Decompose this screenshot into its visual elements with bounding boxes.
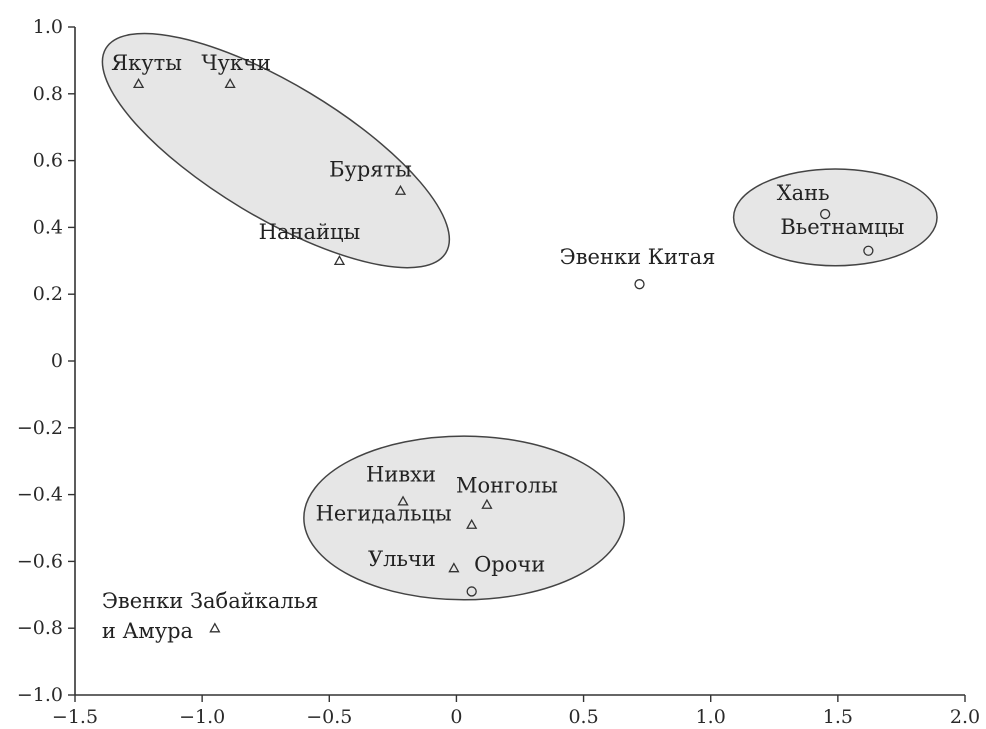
cluster-ellipse-1 (101, 32, 451, 269)
point-marker-circle (819, 208, 831, 220)
point-marker-circle (863, 245, 874, 256)
x-tick-label: −1.5 (52, 706, 98, 728)
point-label: Хань (777, 181, 830, 205)
point-label: Нивхи (366, 462, 436, 486)
point-label: Якуты (111, 51, 182, 75)
point-label: Монголы (456, 474, 558, 498)
y-tick-label: 0 (51, 350, 63, 372)
point-label: Орочи (474, 552, 545, 576)
y-tick-label: 0.8 (33, 83, 63, 105)
point-label: Буряты (329, 158, 412, 182)
x-tick-label: 1.5 (823, 706, 853, 728)
point-label: Ульчи (368, 547, 436, 571)
y-tick-label: 0.2 (33, 283, 63, 305)
y-tick-label: −1.0 (17, 684, 63, 706)
point-layer: Якуты Чукчи Буряты Нанайцы Эвенки Китая Хань В… (102, 51, 905, 643)
point-marker-triangle (333, 254, 346, 266)
cluster-ellipse-2 (732, 168, 938, 267)
y-tick-label: 1.0 (33, 16, 63, 38)
point-marker-triangle (209, 622, 221, 633)
point-marker-triangle (397, 495, 409, 506)
point-marker-circle (466, 586, 477, 597)
point-marker-triangle (481, 498, 493, 509)
point-label: Эвенки Забайкалья и Амура (102, 589, 319, 643)
point-label: Нанайцы (259, 220, 361, 244)
cluster-ellipse-3 (303, 435, 626, 601)
x-tick-label: 0 (450, 706, 462, 728)
x-tick-label: 1.0 (696, 706, 726, 728)
point-label: Эвенки Китая (560, 245, 716, 269)
point-label: Чукчи (201, 51, 271, 75)
point-marker-triangle (466, 518, 478, 529)
y-tick-label: −0.4 (17, 484, 63, 506)
y-tick-label: −0.2 (17, 417, 63, 439)
x-tick-label: 0.5 (568, 706, 598, 728)
point-marker-circle (634, 279, 645, 290)
cluster-layer (101, 32, 938, 601)
point-marker-triangle (448, 562, 460, 573)
point-label: Вьетнамцы (780, 215, 904, 239)
y-tick-label: 0.6 (33, 150, 63, 172)
y-tick-label: −0.6 (17, 550, 63, 572)
x-tick-label: 2.0 (950, 706, 980, 728)
point-label: Негидальцы (316, 502, 452, 526)
y-tick-label: −0.8 (17, 617, 63, 639)
x-tick-label: −0.5 (306, 706, 352, 728)
point-marker-triangle (394, 184, 407, 195)
x-tick-label: −1.0 (179, 706, 225, 728)
point-marker-triangle (224, 77, 236, 89)
axes: 1.00.80.60.40.20−0.2−0.4−0.6−0.8−1.0−1.5… (17, 16, 980, 728)
point-marker-triangle (132, 77, 145, 89)
y-tick-label: 0.4 (33, 216, 63, 238)
